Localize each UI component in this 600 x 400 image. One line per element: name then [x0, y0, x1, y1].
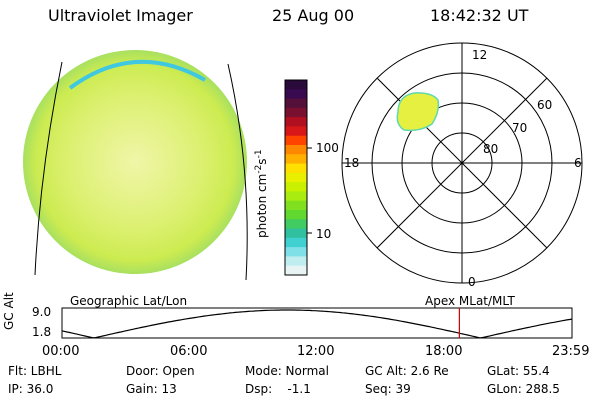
colorbar-cell: [285, 80, 307, 90]
polar-label-18: 18: [344, 156, 360, 170]
colorbar-cell: [285, 237, 307, 248]
colorbar-cell: [285, 126, 307, 137]
timeline-x-tick-0600: 06:00: [170, 344, 208, 359]
colorbar-cell: [285, 265, 307, 276]
polar-label-0: 0: [468, 275, 476, 289]
timeline-x-tick-1200: 12:00: [297, 344, 335, 359]
polar-label-70: 70: [512, 121, 528, 135]
glat-info: GLat: 55.4: [487, 364, 550, 378]
colorbar: [284, 79, 312, 276]
colorbar-cell: [285, 154, 307, 165]
colorbar-tick-100: 100: [316, 141, 339, 155]
timeline-x-tick-1800: 18:00: [425, 344, 463, 359]
timeline-x-tick-0000: 00:00: [42, 344, 80, 359]
colorbar-cell: [285, 163, 307, 174]
polar-label-12: 12: [472, 48, 488, 62]
colorbar-cell: [285, 135, 307, 146]
colorbar-cell: [285, 256, 307, 267]
colorbar-cell: [285, 98, 307, 109]
polar-label-6: 6: [574, 156, 582, 170]
colorbar-cell: [285, 172, 307, 183]
ip-info: IP: 36.0: [8, 382, 54, 396]
date-label: 25 Aug 00: [272, 6, 355, 25]
earth-disk: [23, 50, 247, 274]
colorbar-cell: [285, 117, 307, 128]
colorbar-tick-10: 10: [316, 227, 332, 241]
timeline-y-tick-9: 9.0: [32, 305, 52, 319]
timeline-right-title: Apex MLat/MLT: [425, 294, 515, 308]
gain-info: Gain: 13: [126, 382, 177, 396]
polar-label-80: 80: [483, 142, 499, 156]
door-info: Door: Open: [126, 364, 195, 378]
mode-info: Mode: Normal: [245, 364, 329, 378]
colorbar-cell: [285, 107, 307, 118]
timeline-y-tick-1-8: 1.8: [32, 325, 52, 339]
timeline-x-tick-2359: 23:59: [552, 344, 590, 359]
seq-info: Seq: 39: [365, 382, 411, 396]
colorbar-cell: [285, 200, 307, 211]
auroral-oval: [396, 92, 440, 132]
colorbar-cell: [285, 219, 307, 230]
filter-info: Flt: LBHL: [8, 364, 62, 378]
longitude-line-left: [34, 61, 63, 276]
timeline-left-title: Geographic Lat/Lon: [70, 294, 188, 308]
colorbar-cell: [285, 210, 307, 220]
colorbar-cell: [285, 145, 307, 155]
longitude-line-right: [227, 63, 248, 281]
polar-label-60: 60: [537, 98, 553, 112]
colorbar-cell: [285, 182, 307, 193]
colorbar-cell: [285, 191, 307, 202]
gc-alt-info: GC Alt: 2.6 Re: [365, 364, 449, 378]
instrument-title: Ultraviolet Imager: [48, 6, 193, 25]
colorbar-cell: [285, 247, 307, 258]
dsp-info: Dsp: -1.1: [245, 382, 311, 396]
colorbar-cell: [285, 228, 307, 239]
time-label: 18:42:32 UT: [430, 6, 529, 25]
colorbar-cell: [285, 89, 307, 100]
glon-info: GLon: 288.5: [487, 382, 560, 396]
